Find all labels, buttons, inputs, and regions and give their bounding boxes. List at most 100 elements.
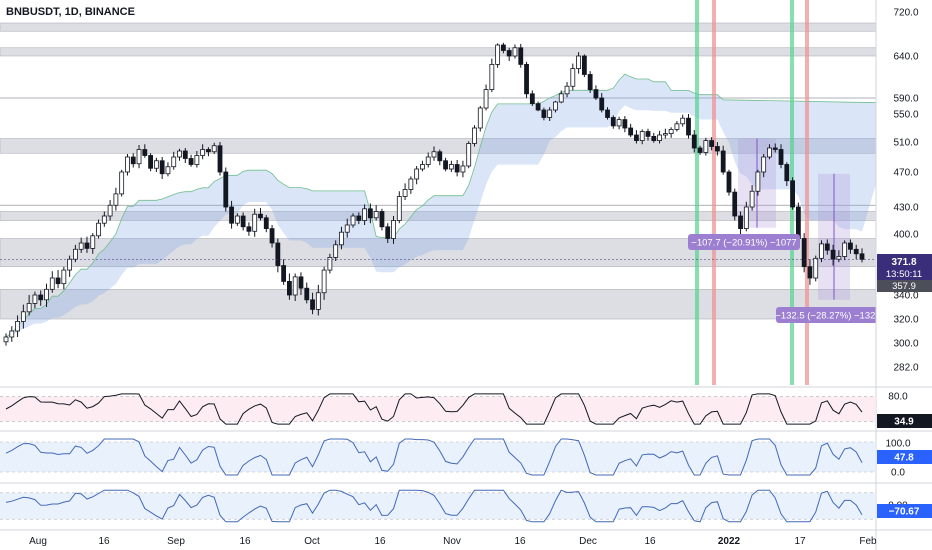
ichimoku-span-a [5, 73, 877, 338]
y-tick-label: 590.0 [893, 94, 918, 105]
y-tick-label: 340.0 [893, 291, 918, 302]
x-tick-label: 16 [374, 536, 386, 547]
candle [506, 50, 512, 57]
x-tick-label: Dec [579, 536, 597, 547]
candle [576, 55, 581, 69]
candle [732, 191, 738, 217]
candle [177, 150, 182, 158]
candle [634, 134, 639, 141]
candle [148, 155, 153, 169]
candle [119, 171, 125, 195]
candle [824, 243, 830, 251]
candle [512, 47, 518, 57]
candle [310, 299, 315, 310]
candle [408, 178, 414, 190]
candle [101, 215, 107, 224]
candle [703, 140, 709, 153]
candle [524, 64, 529, 95]
panel-value-tag [877, 414, 932, 428]
candle [362, 208, 367, 221]
x-tick-label: Nov [443, 536, 461, 547]
candle [287, 280, 292, 296]
candle [448, 164, 454, 170]
candle [26, 302, 32, 313]
panel-band [0, 492, 876, 520]
candle [356, 215, 362, 221]
candle [639, 131, 645, 141]
candle [859, 253, 865, 260]
candle [599, 97, 605, 111]
candle [240, 215, 246, 228]
candle [321, 269, 327, 294]
candle [662, 133, 668, 136]
panel-line-rsi [5, 393, 863, 425]
panel-tick: 80.0 [888, 392, 908, 403]
panel-tick: 100.0 [885, 439, 910, 450]
candle [755, 171, 761, 192]
candle [795, 206, 801, 239]
y-tick-label: 640.0 [893, 52, 918, 63]
measure-1-label: −107.7 (−20.91%) −1077 [691, 238, 796, 249]
candle [49, 277, 55, 290]
candle [853, 248, 859, 255]
candle [518, 47, 524, 65]
candle [680, 117, 686, 125]
candle [84, 242, 90, 249]
candle [547, 109, 553, 118]
candle [385, 226, 391, 239]
candle [153, 160, 159, 169]
candle [778, 149, 784, 165]
panel-value-tag [877, 504, 932, 518]
candle [668, 128, 674, 134]
candle [749, 190, 755, 208]
candle [495, 44, 501, 65]
candle [298, 276, 304, 289]
candle [38, 294, 44, 301]
candle [460, 165, 466, 173]
candle [96, 222, 101, 237]
x-tick-label: 16 [514, 536, 526, 547]
chart-title: BNBUSDT, 1D, BINANCE [6, 6, 135, 18]
y-tick-label: 282.0 [893, 363, 918, 374]
candle [761, 156, 767, 173]
candle [142, 149, 148, 156]
vertical-marker-red [805, 0, 809, 385]
candle [767, 147, 772, 158]
candle [836, 256, 842, 260]
candle [715, 146, 720, 152]
y-tick-label: 300.0 [893, 339, 918, 350]
measure-2-label: −132.5 (−28.27%) −1325 [775, 311, 880, 322]
candle [616, 119, 622, 127]
candle [686, 117, 691, 136]
panel-tick: 0.0 [891, 468, 905, 479]
x-tick-label: 16 [644, 536, 656, 547]
x-tick-label: Aug [29, 536, 47, 547]
candle [223, 171, 229, 208]
candle [90, 235, 96, 249]
candle [258, 213, 263, 219]
panel-value: −70.67 [889, 507, 920, 518]
support-resistance-zone [0, 22, 877, 32]
candle [246, 226, 252, 232]
candle [200, 149, 206, 156]
x-tick-label: 16 [98, 536, 110, 547]
x-tick-label: Sep [167, 536, 185, 547]
candle [772, 147, 778, 150]
candle [396, 196, 402, 221]
vertical-marker-red [712, 0, 716, 385]
candle [691, 134, 697, 149]
candle [622, 119, 628, 129]
candle [483, 89, 489, 109]
y-tick-label: 510.0 [893, 138, 918, 149]
candle [130, 156, 136, 165]
candle [801, 238, 807, 268]
candle [501, 44, 506, 51]
candle [645, 131, 651, 137]
candle [558, 93, 564, 103]
candle [78, 242, 84, 250]
candle [720, 150, 726, 173]
candle [67, 258, 73, 271]
candle [55, 277, 61, 285]
candle [263, 217, 269, 230]
